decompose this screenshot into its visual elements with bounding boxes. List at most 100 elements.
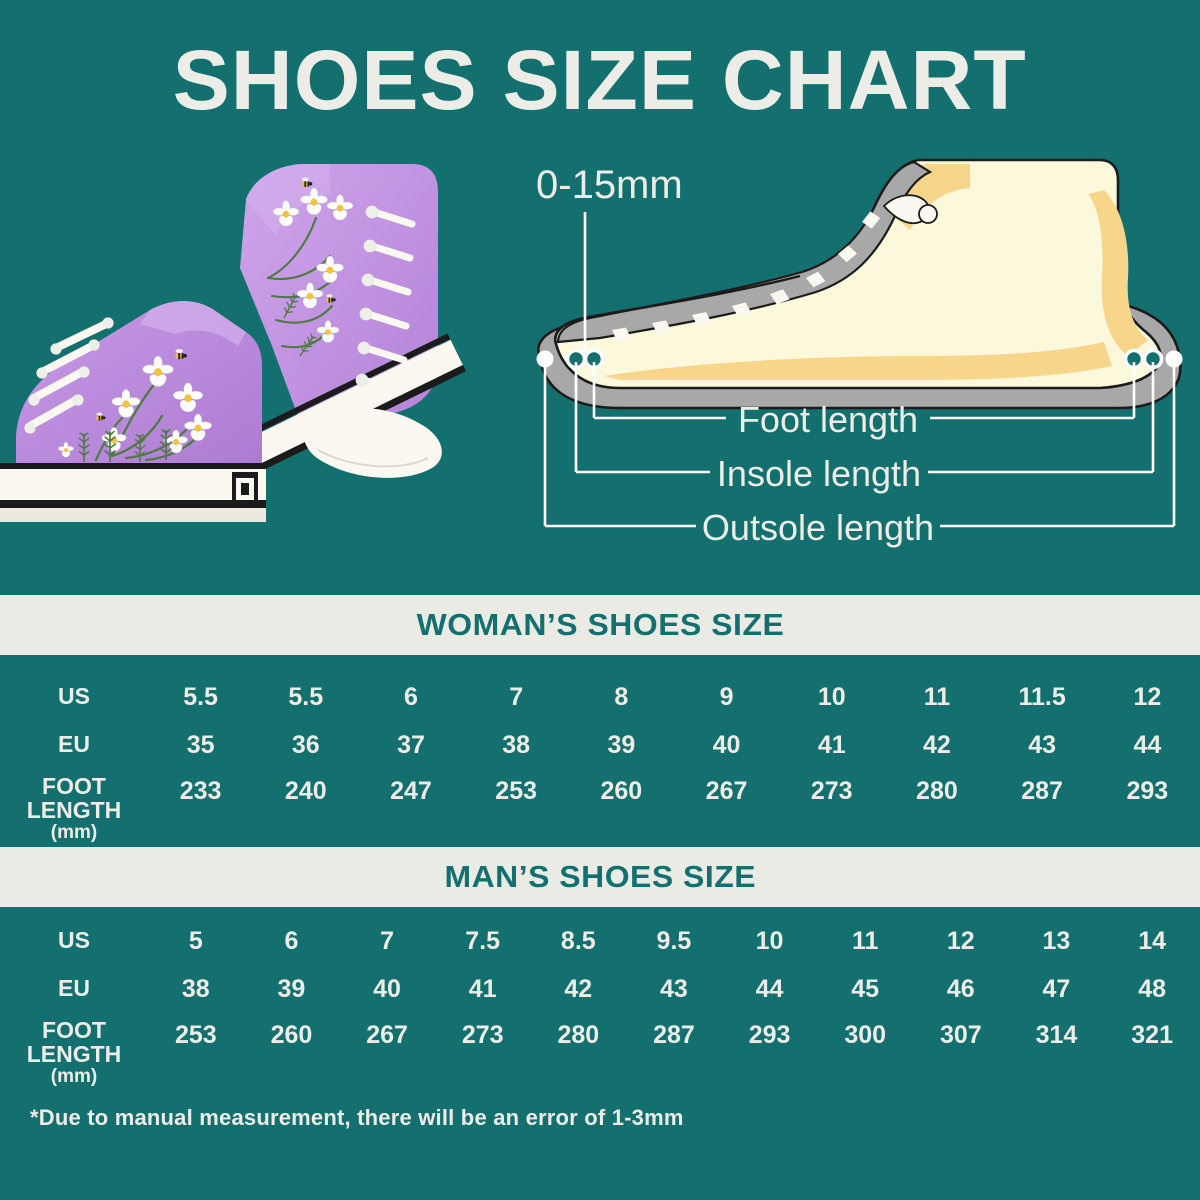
cell-foot-length: 253 <box>174 1021 217 1049</box>
cell-eu: 37 <box>397 730 425 759</box>
cell-eu: 42 <box>923 730 951 759</box>
outsole-length-label: Outsole length <box>702 507 934 548</box>
mans-table-top-spacer <box>0 907 1200 917</box>
row-label-us: US <box>58 683 90 710</box>
row-label-us: US <box>58 927 90 954</box>
cell-us: 11 <box>923 682 951 711</box>
insole-length-label: Insole length <box>717 453 921 494</box>
table-row: FOOT LENGTH (mm) 233 240 247 253 260 267… <box>0 769 1200 847</box>
measurement-disclaimer: *Due to manual measurement, there will b… <box>30 1105 684 1130</box>
cell-foot-length: 293 <box>748 1021 791 1049</box>
cell-us: 11 <box>851 926 879 955</box>
cell-us: 11.5 <box>1018 682 1066 711</box>
womans-table-top-spacer <box>0 655 1200 673</box>
cell-us: 7 <box>380 926 395 955</box>
cell-us: 8.5 <box>560 926 596 955</box>
table-row: FOOT LENGTH (mm) 253 260 267 273 280 287… <box>0 1013 1200 1091</box>
cell-eu: 43 <box>660 974 688 1003</box>
cell-foot-length: 287 <box>1021 777 1063 805</box>
cell-foot-length: 253 <box>495 777 538 805</box>
cell-us: 13 <box>1042 926 1071 955</box>
cell-us: 9 <box>719 682 734 711</box>
cell-foot-length: 293 <box>1126 777 1169 805</box>
cell-foot-length: 300 <box>844 1021 887 1049</box>
cell-eu: 39 <box>607 730 636 759</box>
cell-eu: 47 <box>1042 974 1071 1003</box>
row-label-foot-length-unit: (mm) <box>50 1065 98 1087</box>
cell-eu: 41 <box>468 974 497 1003</box>
shoe-cross-section-diagram: 0-15mm Foot length Insole length Outsole… <box>500 150 1200 595</box>
row-label-eu: EU <box>58 731 90 758</box>
table-row: US 5 6 7 7.5 8.5 9.5 10 11 12 13 14 <box>0 917 1200 965</box>
cell-us: 14 <box>1138 926 1167 955</box>
cell-us: 12 <box>1133 682 1162 711</box>
cell-foot-length: 314 <box>1035 1021 1078 1049</box>
womans-size-table: US 5.5 5.5 6 7 8 9 10 11 11.5 12 EU 35 3… <box>0 673 1200 847</box>
cell-foot-length: 260 <box>600 777 643 805</box>
insole-length-bracket <box>574 362 1155 474</box>
table-row: EU 35 36 37 38 39 40 41 42 43 44 <box>0 721 1200 769</box>
row-label-foot-length: FOOT LENGTH (mm) <box>0 1013 148 1091</box>
cell-eu: 40 <box>373 974 401 1003</box>
cell-eu: 43 <box>1028 730 1056 759</box>
row-label-foot-length: FOOT LENGTH (mm) <box>0 769 148 847</box>
outsole-toe-point <box>536 350 554 368</box>
cell-eu: 44 <box>1133 730 1162 759</box>
cell-us: 9.5 <box>656 926 692 955</box>
cell-us: 10 <box>755 926 784 955</box>
cell-foot-length: 273 <box>461 1021 504 1049</box>
cell-foot-length: 280 <box>557 1021 600 1049</box>
womans-shoes-size-title: WOMAN’S SHOES SIZE <box>416 607 784 642</box>
measurement-points <box>536 348 1183 370</box>
cell-foot-length: 247 <box>390 777 432 805</box>
product-photo <box>0 150 470 595</box>
page-title: SHOES SIZE CHART <box>172 32 1028 127</box>
cell-foot-length: 267 <box>705 777 748 805</box>
cell-eu: 42 <box>564 974 593 1003</box>
mans-size-table: US 5 6 7 7.5 8.5 9.5 10 11 12 13 14 EU 3… <box>0 917 1200 1091</box>
foot-length-label: Foot length <box>738 399 918 440</box>
cell-us: 10 <box>817 682 846 711</box>
cell-us: 8 <box>614 682 629 711</box>
table-row: US 5.5 5.5 6 7 8 9 10 11 11.5 12 <box>0 673 1200 721</box>
table-row: EU 38 39 40 41 42 43 44 45 46 47 48 <box>0 965 1200 1013</box>
cell-eu: 48 <box>1138 974 1167 1003</box>
cell-foot-length: 280 <box>916 777 958 805</box>
row-label-foot-length-unit: (mm) <box>50 821 98 843</box>
womans-shoes-size-header: WOMAN’S SHOES SIZE <box>0 595 1200 655</box>
hero-section: 0-15mm Foot length Insole length Outsole… <box>0 150 1200 595</box>
cell-eu: 35 <box>186 730 215 759</box>
cell-us: 7.5 <box>465 926 501 955</box>
row-label-foot-length-text: FOOT LENGTH <box>26 1017 122 1067</box>
cell-us: 12 <box>946 926 975 955</box>
cell-us: 6 <box>404 682 418 711</box>
cell-us: 5.5 <box>183 682 218 711</box>
cell-foot-length: 267 <box>366 1021 408 1049</box>
cell-eu: 38 <box>181 974 210 1003</box>
cell-foot-length: 273 <box>810 777 853 805</box>
outsole-length-bracket <box>543 362 1176 528</box>
cell-eu: 40 <box>712 730 741 759</box>
cell-eu: 36 <box>291 730 320 759</box>
cell-foot-length: 233 <box>179 777 222 805</box>
cell-eu: 44 <box>755 974 784 1003</box>
cell-eu: 41 <box>817 730 846 759</box>
mans-shoes-size-title: MAN’S SHOES SIZE <box>444 859 756 894</box>
cell-eu: 39 <box>277 974 306 1003</box>
cell-eu: 46 <box>946 974 975 1003</box>
sneaker-front <box>0 301 266 522</box>
cell-foot-length: 287 <box>653 1021 695 1049</box>
cell-foot-length: 307 <box>939 1021 982 1049</box>
mans-shoes-size-header: MAN’S SHOES SIZE <box>0 847 1200 907</box>
outsole-heel-point <box>1165 350 1183 368</box>
measurement-diagram: 0-15mm Foot length Insole length Outsole… <box>500 150 1200 595</box>
cell-foot-length: 260 <box>270 1021 313 1049</box>
row-label-foot-length-text: FOOT LENGTH <box>26 773 122 823</box>
cell-eu: 38 <box>502 730 531 759</box>
cell-foot-length: 321 <box>1131 1021 1173 1049</box>
page-title-bar: SHOES SIZE CHART <box>0 0 1200 150</box>
cell-us: 6 <box>284 926 299 955</box>
cell-foot-length: 240 <box>284 777 327 805</box>
cell-us: 5 <box>188 926 203 955</box>
row-label-eu: EU <box>58 975 90 1002</box>
